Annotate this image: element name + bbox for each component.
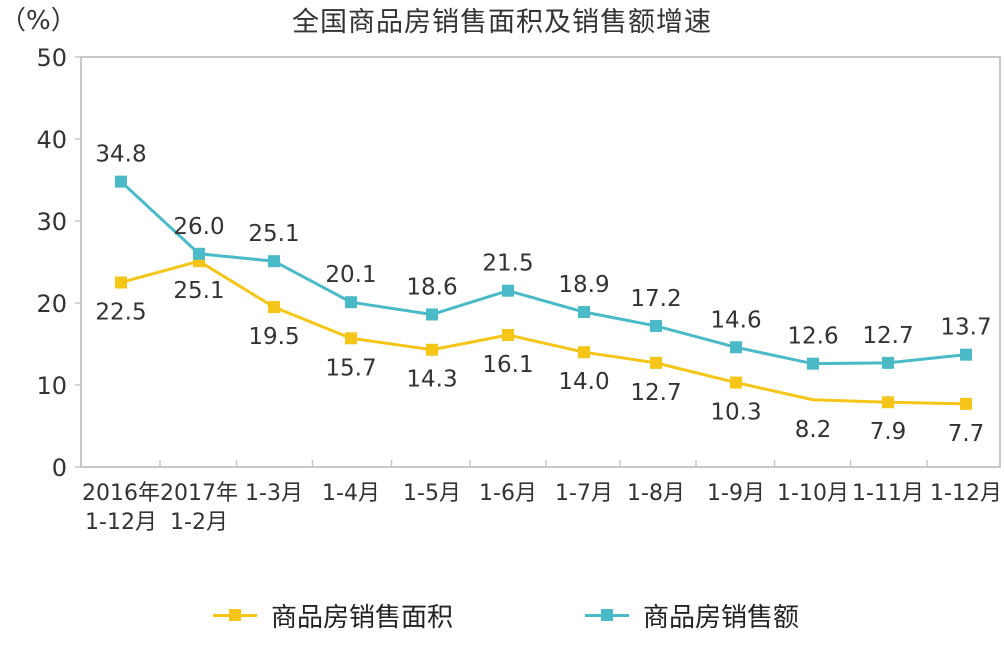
plot-frame [80, 56, 1001, 468]
data-label: 10.3 [710, 400, 761, 426]
data-point-marker [650, 356, 662, 369]
data-point-marker [882, 356, 894, 369]
x-tick-label: 1-11月 [852, 481, 924, 506]
data-label: 17.2 [630, 286, 681, 312]
data-point-marker [268, 301, 280, 314]
data-label: 14.3 [406, 367, 457, 393]
data-point-marker [650, 319, 662, 332]
y-tick-label: 0 [52, 454, 67, 482]
legend-label: 商品房销售额 [643, 602, 800, 633]
y-axis-unit-label: （%） [0, 6, 77, 36]
data-point-marker [345, 332, 357, 345]
legend-line-marker-icon [213, 608, 257, 621]
series-line [119, 180, 967, 366]
data-point-marker [426, 343, 438, 356]
data-point-marker [502, 328, 514, 341]
y-tick-label: 40 [36, 126, 67, 154]
x-tick-label: 1-4月 [322, 481, 380, 506]
x-tick-label: 1-7月 [555, 481, 613, 506]
data-label: 7.9 [870, 419, 907, 445]
x-tick-label: 1-10月 [777, 481, 849, 506]
data-point-marker [193, 247, 205, 260]
data-label: 22.5 [95, 300, 146, 326]
data-label: 12.7 [862, 323, 913, 349]
legend-line-marker-icon [585, 608, 629, 621]
series-line [120, 259, 967, 406]
legend-item-sales-amount: 商品房销售额 [585, 593, 799, 637]
x-tick-label: 1-6月 [479, 481, 537, 506]
data-point-marker [345, 296, 357, 309]
data-point-marker [502, 284, 514, 297]
x-tick-label: 1-12月 [930, 481, 1002, 506]
chart-legend: 商品房销售面积 商品房销售额 [0, 593, 1004, 637]
data-label: 16.1 [482, 352, 533, 378]
data-label: 26.0 [173, 214, 224, 240]
data-label: 25.1 [248, 221, 299, 247]
data-label: 21.5 [482, 251, 533, 277]
x-tick-label: 2017年 [160, 481, 238, 506]
data-point-marker [730, 341, 742, 354]
data-point-marker [578, 346, 590, 359]
y-tick-label: 50 [36, 44, 67, 72]
data-point-marker [807, 357, 819, 370]
data-label: 13.7 [940, 315, 991, 341]
data-label: 18.9 [558, 272, 609, 298]
y-tick-label: 10 [36, 372, 67, 400]
data-label: 12.7 [630, 380, 681, 406]
x-tick-label: 1-2月 [170, 510, 228, 535]
data-point-marker [960, 397, 972, 410]
data-label: 34.8 [95, 142, 146, 168]
y-tick-label: 30 [36, 208, 67, 236]
data-point-marker [115, 276, 127, 289]
data-label: 25.1 [173, 278, 224, 304]
data-label: 19.5 [248, 324, 299, 350]
legend-label: 商品房销售面积 [271, 602, 454, 633]
data-label: 20.1 [325, 262, 376, 288]
data-label: 8.2 [795, 417, 832, 443]
x-tick-label: 1-8月 [627, 481, 685, 506]
x-tick-label: 1-5月 [403, 481, 461, 506]
legend-item-sales-area: 商品房销售面积 [213, 593, 453, 637]
data-point-marker [882, 396, 894, 409]
x-tick-label: 1-9月 [707, 481, 765, 506]
data-point-marker [426, 308, 438, 321]
data-label: 7.7 [948, 421, 985, 447]
data-label: 14.0 [558, 369, 609, 395]
data-point-marker [268, 255, 280, 268]
x-tick-label: 1-12月 [85, 510, 157, 535]
data-point-marker [960, 348, 972, 361]
data-point-marker [730, 376, 742, 389]
chart-title: 全国商品房销售面积及销售额增速 [292, 7, 712, 38]
x-tick-label: 2016年 [82, 481, 160, 506]
data-point-marker [115, 175, 127, 188]
data-label: 15.7 [325, 355, 376, 381]
y-tick-label: 20 [36, 290, 67, 318]
data-label: 18.6 [406, 274, 457, 300]
data-label: 12.6 [787, 324, 838, 350]
data-point-marker [578, 306, 590, 319]
data-label: 14.6 [710, 307, 761, 333]
x-tick-label: 1-3月 [245, 481, 303, 506]
